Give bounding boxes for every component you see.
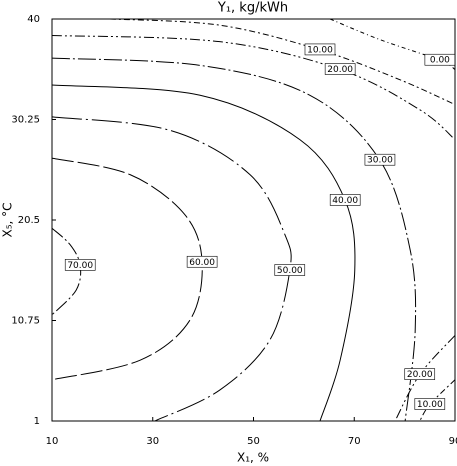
y-tick-label: 10.75 <box>11 316 40 327</box>
y-tick-label: 20.5 <box>18 215 40 226</box>
contour-line <box>51 57 417 422</box>
contour-line <box>51 34 456 422</box>
contour-label-box <box>324 63 356 75</box>
x-axis-label: X₁, % <box>237 451 269 465</box>
x-tick-label: 30 <box>146 436 159 447</box>
contour-label: 30.00 <box>367 156 393 166</box>
x-tick-label: 50 <box>247 436 260 447</box>
y-tick-label: 1 <box>34 416 40 427</box>
y-axis-label: X₅, °C <box>1 202 15 237</box>
contour-label-box <box>424 53 456 66</box>
y-tick-label: 30.25 <box>11 115 40 126</box>
x-tick-label: 90 <box>449 436 457 447</box>
contour-label-box <box>186 255 218 268</box>
contour-line <box>51 84 356 422</box>
contour-label: 20.00 <box>327 65 353 75</box>
chart-title: Y₁, kg/kWh <box>217 1 288 16</box>
contour-label: 70.00 <box>67 261 93 271</box>
contour-label-box <box>329 194 361 206</box>
contour-line <box>329 18 456 70</box>
contour-label-box <box>404 368 436 380</box>
contour-label-box <box>274 264 306 276</box>
contour-label: 10.00 <box>417 400 443 410</box>
contour-label: 50.00 <box>277 266 303 276</box>
y-tick-label: 40 <box>27 14 40 25</box>
contour-label-box <box>64 259 96 271</box>
contour-line <box>51 116 292 422</box>
x-tick-label: 70 <box>348 436 361 447</box>
contour-label-box <box>364 153 396 166</box>
x-tick-label: 10 <box>46 436 59 447</box>
contour-label-box <box>304 43 336 56</box>
contour-label: 60.00 <box>189 258 215 268</box>
contour-label: 20.00 <box>407 370 433 380</box>
contour-line <box>51 227 82 316</box>
contour-line <box>109 18 456 422</box>
contour-label: 10.00 <box>307 45 333 55</box>
contour-label: 0.00 <box>430 56 450 66</box>
contour-label-box <box>414 398 446 410</box>
contour-label: 40.00 <box>332 196 358 206</box>
